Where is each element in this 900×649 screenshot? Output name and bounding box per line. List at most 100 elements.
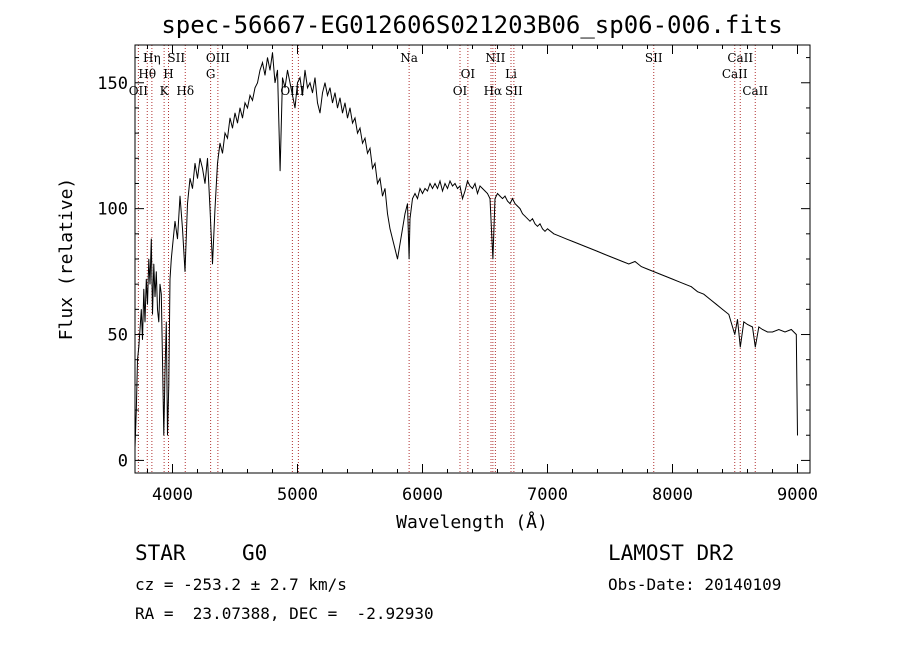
spectrum-point xyxy=(139,329,141,330)
spectrum-point xyxy=(634,261,636,262)
spectrum-point xyxy=(489,198,491,199)
spectrum-point xyxy=(334,92,336,94)
coordinates: RA = 23.07388, DEC = -2.92930 xyxy=(135,604,434,623)
spectrum-point xyxy=(697,291,698,293)
spectrum-point xyxy=(163,434,165,436)
spectrum-point xyxy=(728,313,730,315)
spectrum-point xyxy=(239,107,241,109)
spectrum-point xyxy=(194,162,196,164)
spectrum-point xyxy=(507,200,508,202)
spectrum-point xyxy=(492,258,494,260)
spectrum-point xyxy=(289,82,291,84)
spectrum-point xyxy=(357,132,358,134)
spectrum-point xyxy=(422,193,423,194)
spectrum-point xyxy=(622,261,623,262)
spectrum-point xyxy=(487,193,488,194)
spectrum-point xyxy=(414,193,416,194)
spectrum-point xyxy=(447,188,448,189)
spectrum-point xyxy=(262,62,263,64)
spectrum-point xyxy=(590,248,592,250)
spectrum-point xyxy=(324,82,326,84)
line-label: Na xyxy=(400,51,418,65)
spectrum-point xyxy=(399,243,401,245)
spectrum-point xyxy=(429,183,431,184)
spectrum-point xyxy=(442,190,443,192)
spectrum-point xyxy=(165,321,167,323)
spectrum-point xyxy=(565,238,567,240)
spectrum-point xyxy=(444,183,446,184)
spectrum-point xyxy=(287,69,288,71)
spectrum-point xyxy=(140,308,142,310)
spectrum-point xyxy=(647,268,648,270)
spectrum-point xyxy=(209,208,211,210)
spectrum-point xyxy=(249,94,251,96)
spectrum-point xyxy=(187,203,188,205)
spectrum-point xyxy=(464,190,466,192)
y-tick-label: 100 xyxy=(97,200,128,220)
x-axis: 4000 5000 6000 7000 8000 9000 xyxy=(147,45,818,505)
spectrum-point xyxy=(164,371,166,373)
spectrum-point xyxy=(603,253,605,255)
spectrum-point xyxy=(150,238,152,240)
spectrum-point xyxy=(747,324,748,325)
spectrum-point xyxy=(372,167,373,169)
spectrum-point xyxy=(329,87,331,89)
spectrum-point xyxy=(457,188,458,189)
spectrum-point xyxy=(179,195,181,197)
spectrum-point xyxy=(387,213,388,215)
spectrum-point xyxy=(257,82,258,84)
spectrum-point xyxy=(439,180,441,182)
spectrum-point xyxy=(202,167,203,169)
spectrum-point xyxy=(269,69,271,71)
spectrum-point xyxy=(797,434,798,436)
spectrum-point xyxy=(502,198,503,199)
line-label: OIII xyxy=(206,51,230,65)
spectrum-point xyxy=(408,258,410,260)
spectrum-point xyxy=(512,198,513,199)
y-axis: 0 50 100 150 xyxy=(97,57,810,471)
y-tick-label: 50 xyxy=(108,326,128,346)
spectrum-point xyxy=(537,225,538,227)
spectrum-point xyxy=(409,218,411,220)
spectrum-point xyxy=(754,346,756,348)
line-label: G xyxy=(206,67,216,81)
spectrum-point xyxy=(158,321,160,323)
spectrum-point xyxy=(379,178,381,179)
spectrum-point xyxy=(149,283,151,285)
spectrum-point xyxy=(297,82,298,84)
x-tick-label: 4000 xyxy=(152,485,193,505)
spectrum-point xyxy=(155,271,157,272)
spectrum-point xyxy=(309,82,311,84)
line-label: OI xyxy=(461,67,476,81)
line-label: OI xyxy=(453,84,468,98)
spectrum-point xyxy=(314,77,316,79)
y-axis-label: Flux (relative) xyxy=(56,178,77,341)
line-label: OIII xyxy=(280,84,304,98)
spectrum-point xyxy=(653,271,655,272)
spectrum-point xyxy=(342,112,343,114)
redshift-info: cz = -253.2 ± 2.7 km/s xyxy=(135,575,347,594)
chart-title: spec-56667-EG012606S021203B06_sp06-006.f… xyxy=(161,11,782,39)
y-tick-label: 150 xyxy=(97,74,128,94)
spectrum-point xyxy=(282,77,283,79)
line-label: SII xyxy=(167,51,185,65)
spectrum-point xyxy=(407,203,408,205)
spectrum-point xyxy=(529,220,531,222)
spectrum-point xyxy=(217,162,218,164)
spectrum-point xyxy=(279,170,281,172)
plot-frame xyxy=(134,44,811,474)
line-label: H xyxy=(163,67,173,81)
spectrum-point xyxy=(684,283,686,285)
spectrum-point xyxy=(504,195,506,197)
spectrum-point xyxy=(284,87,286,89)
spectrum-point xyxy=(224,132,226,134)
spectrum-point xyxy=(397,258,398,260)
spectrum-point xyxy=(709,298,711,300)
spectrum-point xyxy=(252,99,253,101)
spectrum-point xyxy=(374,162,376,164)
spectrum-point xyxy=(772,331,773,333)
x-tick-label: 8000 xyxy=(652,485,693,505)
emission-line-markers xyxy=(137,45,756,473)
spectrum-point xyxy=(162,359,163,361)
